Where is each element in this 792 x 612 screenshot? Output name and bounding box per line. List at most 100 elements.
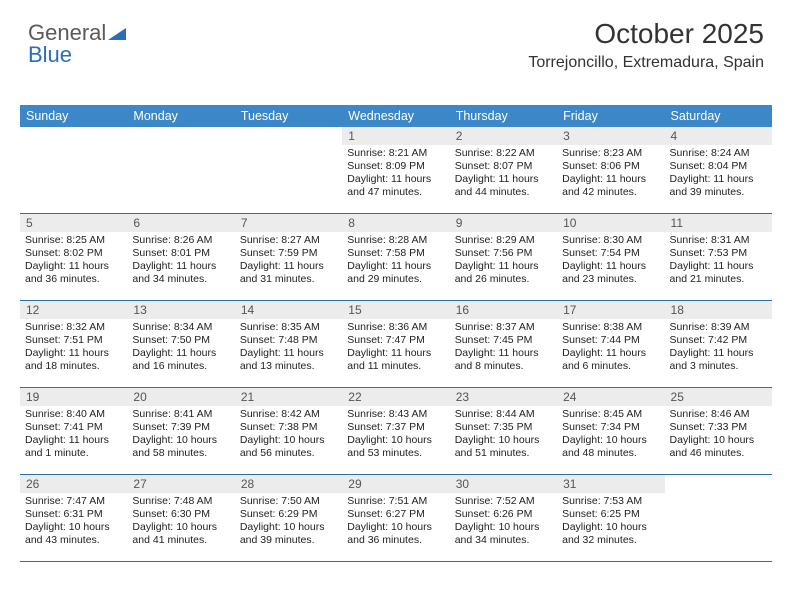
day-details: Sunrise: 8:31 AMSunset: 7:53 PMDaylight:…: [665, 232, 772, 291]
day-number: 15: [342, 301, 449, 319]
calendar-cell: 14Sunrise: 8:35 AMSunset: 7:48 PMDayligh…: [235, 301, 342, 387]
col-header: Friday: [557, 105, 664, 127]
day-number: 24: [557, 388, 664, 406]
calendar-cell: 10Sunrise: 8:30 AMSunset: 7:54 PMDayligh…: [557, 214, 664, 300]
day-details: Sunrise: 8:21 AMSunset: 8:09 PMDaylight:…: [342, 145, 449, 204]
calendar-cell: 5Sunrise: 8:25 AMSunset: 8:02 PMDaylight…: [20, 214, 127, 300]
calendar-cell: 24Sunrise: 8:45 AMSunset: 7:34 PMDayligh…: [557, 388, 664, 474]
calendar-cell: 11Sunrise: 8:31 AMSunset: 7:53 PMDayligh…: [665, 214, 772, 300]
day-number: 1: [342, 127, 449, 145]
calendar-cell: [20, 127, 127, 213]
day-details: Sunrise: 8:24 AMSunset: 8:04 PMDaylight:…: [665, 145, 772, 204]
day-number: 5: [20, 214, 127, 232]
day-details: Sunrise: 8:35 AMSunset: 7:48 PMDaylight:…: [235, 319, 342, 378]
col-header: Thursday: [450, 105, 557, 127]
day-number: 14: [235, 301, 342, 319]
calendar-header-row: Sunday Monday Tuesday Wednesday Thursday…: [20, 105, 772, 127]
day-details: Sunrise: 8:38 AMSunset: 7:44 PMDaylight:…: [557, 319, 664, 378]
day-details: Sunrise: 8:37 AMSunset: 7:45 PMDaylight:…: [450, 319, 557, 378]
day-details: Sunrise: 8:40 AMSunset: 7:41 PMDaylight:…: [20, 406, 127, 465]
day-details: Sunrise: 7:51 AMSunset: 6:27 PMDaylight:…: [342, 493, 449, 552]
day-number: 7: [235, 214, 342, 232]
day-details: Sunrise: 8:26 AMSunset: 8:01 PMDaylight:…: [127, 232, 234, 291]
day-number: 6: [127, 214, 234, 232]
calendar-cell: 7Sunrise: 8:27 AMSunset: 7:59 PMDaylight…: [235, 214, 342, 300]
calendar-cell: 29Sunrise: 7:51 AMSunset: 6:27 PMDayligh…: [342, 475, 449, 561]
day-number: 30: [450, 475, 557, 493]
day-number: 16: [450, 301, 557, 319]
day-details: Sunrise: 8:34 AMSunset: 7:50 PMDaylight:…: [127, 319, 234, 378]
calendar-cell: 9Sunrise: 8:29 AMSunset: 7:56 PMDaylight…: [450, 214, 557, 300]
calendar: Sunday Monday Tuesday Wednesday Thursday…: [20, 105, 772, 562]
day-details: Sunrise: 8:32 AMSunset: 7:51 PMDaylight:…: [20, 319, 127, 378]
calendar-week: 5Sunrise: 8:25 AMSunset: 8:02 PMDaylight…: [20, 214, 772, 301]
calendar-cell: 17Sunrise: 8:38 AMSunset: 7:44 PMDayligh…: [557, 301, 664, 387]
day-number: 8: [342, 214, 449, 232]
calendar-cell: 20Sunrise: 8:41 AMSunset: 7:39 PMDayligh…: [127, 388, 234, 474]
col-header: Saturday: [665, 105, 772, 127]
day-details: Sunrise: 8:22 AMSunset: 8:07 PMDaylight:…: [450, 145, 557, 204]
calendar-cell: 25Sunrise: 8:46 AMSunset: 7:33 PMDayligh…: [665, 388, 772, 474]
day-details: Sunrise: 7:50 AMSunset: 6:29 PMDaylight:…: [235, 493, 342, 552]
day-details: Sunrise: 8:27 AMSunset: 7:59 PMDaylight:…: [235, 232, 342, 291]
day-number: 22: [342, 388, 449, 406]
day-number: 28: [235, 475, 342, 493]
page-subtitle: Torrejoncillo, Extremadura, Spain: [528, 54, 764, 72]
day-number: 25: [665, 388, 772, 406]
logo: General Blue: [28, 22, 126, 66]
logo-triangle-icon: [108, 22, 126, 44]
page-title: October 2025: [528, 18, 764, 50]
day-number: 2: [450, 127, 557, 145]
day-details: Sunrise: 8:29 AMSunset: 7:56 PMDaylight:…: [450, 232, 557, 291]
calendar-week: 19Sunrise: 8:40 AMSunset: 7:41 PMDayligh…: [20, 388, 772, 475]
day-number: 19: [20, 388, 127, 406]
day-number: [665, 475, 772, 479]
day-details: Sunrise: 8:44 AMSunset: 7:35 PMDaylight:…: [450, 406, 557, 465]
calendar-cell: 22Sunrise: 8:43 AMSunset: 7:37 PMDayligh…: [342, 388, 449, 474]
day-number: 23: [450, 388, 557, 406]
day-details: Sunrise: 8:45 AMSunset: 7:34 PMDaylight:…: [557, 406, 664, 465]
day-number: 13: [127, 301, 234, 319]
calendar-cell: 13Sunrise: 8:34 AMSunset: 7:50 PMDayligh…: [127, 301, 234, 387]
calendar-week: 12Sunrise: 8:32 AMSunset: 7:51 PMDayligh…: [20, 301, 772, 388]
day-number: 21: [235, 388, 342, 406]
day-number: [20, 127, 127, 131]
day-details: Sunrise: 8:39 AMSunset: 7:42 PMDaylight:…: [665, 319, 772, 378]
calendar-cell: [127, 127, 234, 213]
day-details: Sunrise: 7:47 AMSunset: 6:31 PMDaylight:…: [20, 493, 127, 552]
day-number: [235, 127, 342, 131]
day-number: [127, 127, 234, 131]
calendar-cell: 21Sunrise: 8:42 AMSunset: 7:38 PMDayligh…: [235, 388, 342, 474]
col-header: Tuesday: [235, 105, 342, 127]
day-details: Sunrise: 8:28 AMSunset: 7:58 PMDaylight:…: [342, 232, 449, 291]
day-number: 10: [557, 214, 664, 232]
day-number: 11: [665, 214, 772, 232]
day-number: 12: [20, 301, 127, 319]
calendar-cell: [665, 475, 772, 561]
calendar-cell: 23Sunrise: 8:44 AMSunset: 7:35 PMDayligh…: [450, 388, 557, 474]
calendar-cell: 30Sunrise: 7:52 AMSunset: 6:26 PMDayligh…: [450, 475, 557, 561]
calendar-cell: [235, 127, 342, 213]
day-number: 4: [665, 127, 772, 145]
day-number: 29: [342, 475, 449, 493]
col-header: Sunday: [20, 105, 127, 127]
header: October 2025 Torrejoncillo, Extremadura,…: [528, 18, 764, 72]
calendar-cell: 2Sunrise: 8:22 AMSunset: 8:07 PMDaylight…: [450, 127, 557, 213]
day-number: 3: [557, 127, 664, 145]
logo-word2: Blue: [28, 42, 72, 67]
col-header: Monday: [127, 105, 234, 127]
day-details: Sunrise: 8:42 AMSunset: 7:38 PMDaylight:…: [235, 406, 342, 465]
calendar-cell: 28Sunrise: 7:50 AMSunset: 6:29 PMDayligh…: [235, 475, 342, 561]
calendar-body: 1Sunrise: 8:21 AMSunset: 8:09 PMDaylight…: [20, 127, 772, 562]
calendar-cell: 26Sunrise: 7:47 AMSunset: 6:31 PMDayligh…: [20, 475, 127, 561]
day-details: Sunrise: 8:41 AMSunset: 7:39 PMDaylight:…: [127, 406, 234, 465]
day-number: 20: [127, 388, 234, 406]
day-details: Sunrise: 7:53 AMSunset: 6:25 PMDaylight:…: [557, 493, 664, 552]
calendar-cell: 16Sunrise: 8:37 AMSunset: 7:45 PMDayligh…: [450, 301, 557, 387]
day-number: 18: [665, 301, 772, 319]
calendar-cell: 6Sunrise: 8:26 AMSunset: 8:01 PMDaylight…: [127, 214, 234, 300]
calendar-cell: 31Sunrise: 7:53 AMSunset: 6:25 PMDayligh…: [557, 475, 664, 561]
calendar-cell: 15Sunrise: 8:36 AMSunset: 7:47 PMDayligh…: [342, 301, 449, 387]
day-details: Sunrise: 8:23 AMSunset: 8:06 PMDaylight:…: [557, 145, 664, 204]
day-details: Sunrise: 7:48 AMSunset: 6:30 PMDaylight:…: [127, 493, 234, 552]
